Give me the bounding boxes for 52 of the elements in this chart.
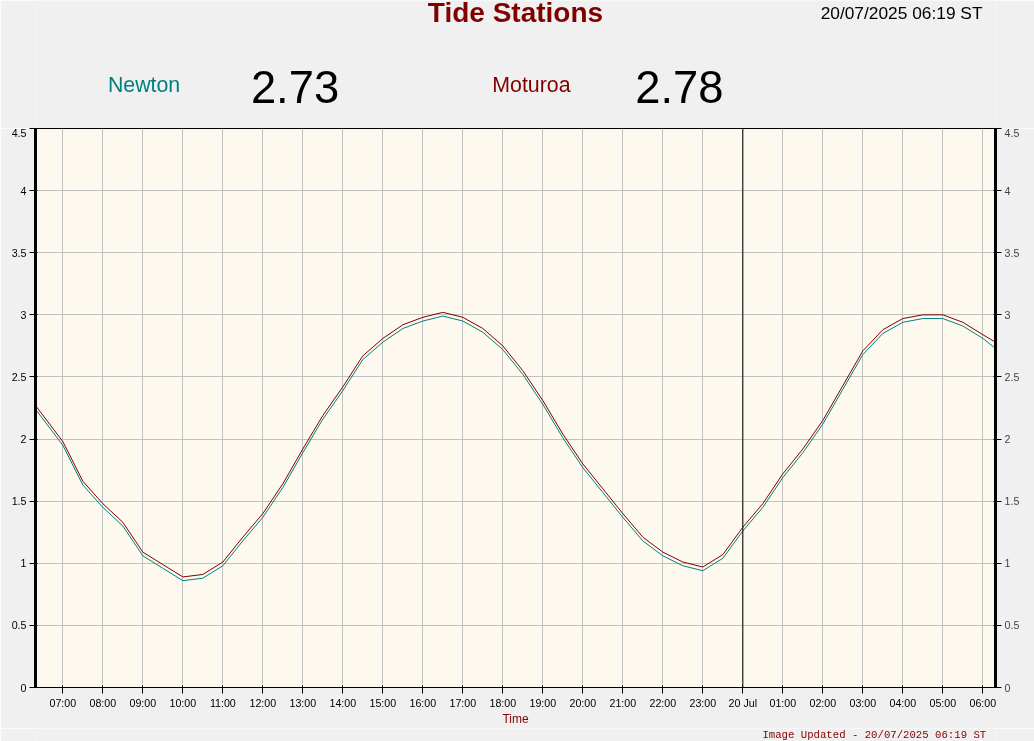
- text: 2.78: [635, 61, 724, 113]
- x-tick-label: 16:00: [409, 696, 437, 709]
- x-tick-label: 20:00: [569, 696, 597, 709]
- y2-tick-label: 0.5: [1004, 619, 1020, 632]
- x-tick-label: 08:00: [89, 696, 117, 709]
- y-tick-label: 2: [20, 433, 27, 446]
- x-tick-label: 21:00: [609, 696, 637, 709]
- y-tick-label: 0.5: [11, 619, 27, 632]
- x-tick-label: 20 Jul: [728, 696, 758, 709]
- x-tick-label: 12:00: [249, 696, 277, 709]
- y-tick-label: 2.5: [11, 370, 27, 383]
- x-tick-label: 15:00: [369, 696, 397, 709]
- x-tick-label: 14:00: [329, 696, 357, 709]
- text: 20/07/2025 06:19 ST: [820, 2, 983, 23]
- text: Moturoa: [492, 72, 571, 97]
- y2-tick-label: 2.5: [1004, 370, 1020, 383]
- y2-tick-label: 2: [1004, 433, 1011, 446]
- y2-tick-label: 3: [1004, 308, 1011, 321]
- x-tick-label: 03:00: [849, 696, 877, 709]
- text: Image Updated - 20/07/2025 06:19 ST: [762, 728, 987, 741]
- x-tick-label: 23:00: [689, 696, 717, 709]
- x-tick-label: 04:00: [889, 696, 917, 709]
- x-tick-label: 01:00: [769, 696, 797, 709]
- y-tick-label: 4: [20, 184, 27, 197]
- y-tick-label: 4.5: [11, 126, 27, 139]
- y-tick-label: 3.5: [11, 246, 27, 259]
- x-tick-label: 02:00: [809, 696, 837, 709]
- x-tick-label: 07:00: [49, 696, 77, 709]
- y2-tick-label: 1: [1004, 557, 1011, 570]
- y2-tick-label: 0: [1004, 681, 1011, 694]
- y2-tick-label: 4: [1004, 184, 1011, 197]
- y-tick-label: 1.5: [11, 495, 27, 508]
- text: 2.73: [250, 61, 340, 113]
- x-axis-title: Time: [502, 711, 529, 726]
- chart-title: Tide Stations: [427, 0, 604, 28]
- y2-tick-label: 4.5: [1004, 126, 1020, 139]
- y-tick-label: 1: [20, 557, 27, 570]
- text: Newton: [107, 72, 181, 97]
- x-tick-label: 19:00: [529, 696, 557, 709]
- x-tick-label: 18:00: [489, 696, 517, 709]
- x-tick-label: 10:00: [169, 696, 197, 709]
- x-tick-label: 09:00: [129, 696, 157, 709]
- y-tick-label: 0: [20, 681, 27, 694]
- y-tick-label: 3: [20, 308, 27, 321]
- x-tick-label: 22:00: [649, 696, 677, 709]
- x-tick-label: 05:00: [929, 696, 957, 709]
- x-tick-label: 13:00: [289, 696, 317, 709]
- x-tick-label: 11:00: [209, 696, 236, 709]
- x-tick-label: 06:00: [969, 696, 997, 709]
- y2-tick-label: 3.5: [1004, 246, 1020, 259]
- x-tick-label: 17:00: [449, 696, 477, 709]
- y2-tick-label: 1.5: [1004, 495, 1020, 508]
